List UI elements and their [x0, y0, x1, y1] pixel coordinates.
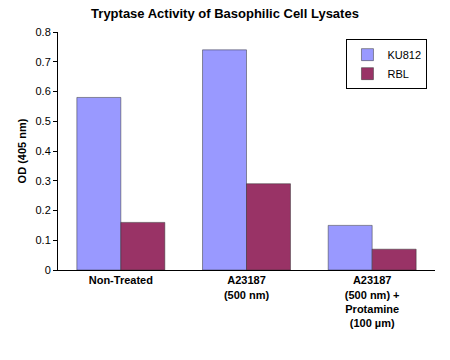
svg-text:0.3: 0.3	[36, 175, 51, 187]
svg-text:0.6: 0.6	[36, 85, 51, 97]
svg-text:KU812: KU812	[387, 49, 421, 61]
svg-text:0.2: 0.2	[36, 204, 51, 216]
svg-text:0.8: 0.8	[36, 26, 51, 38]
svg-text:OD (405 nm): OD (405 nm)	[16, 118, 28, 183]
svg-text:Tryptase Activity of Basophili: Tryptase Activity of Basophilic Cell Lys…	[91, 6, 359, 21]
svg-text:A23187(500 nm) +Protamine(100: A23187(500 nm) +Protamine(100 µm)	[345, 274, 400, 329]
svg-text:A23187(500 nm): A23187(500 nm)	[224, 274, 270, 300]
svg-text:Non-Treated: Non-Treated	[89, 274, 153, 286]
svg-text:0: 0	[45, 264, 51, 276]
svg-text:0.1: 0.1	[36, 234, 51, 246]
svg-text:0.7: 0.7	[36, 56, 51, 68]
svg-text:RBL: RBL	[387, 68, 408, 80]
svg-text:0.5: 0.5	[36, 115, 51, 127]
svg-text:0.4: 0.4	[36, 145, 51, 157]
